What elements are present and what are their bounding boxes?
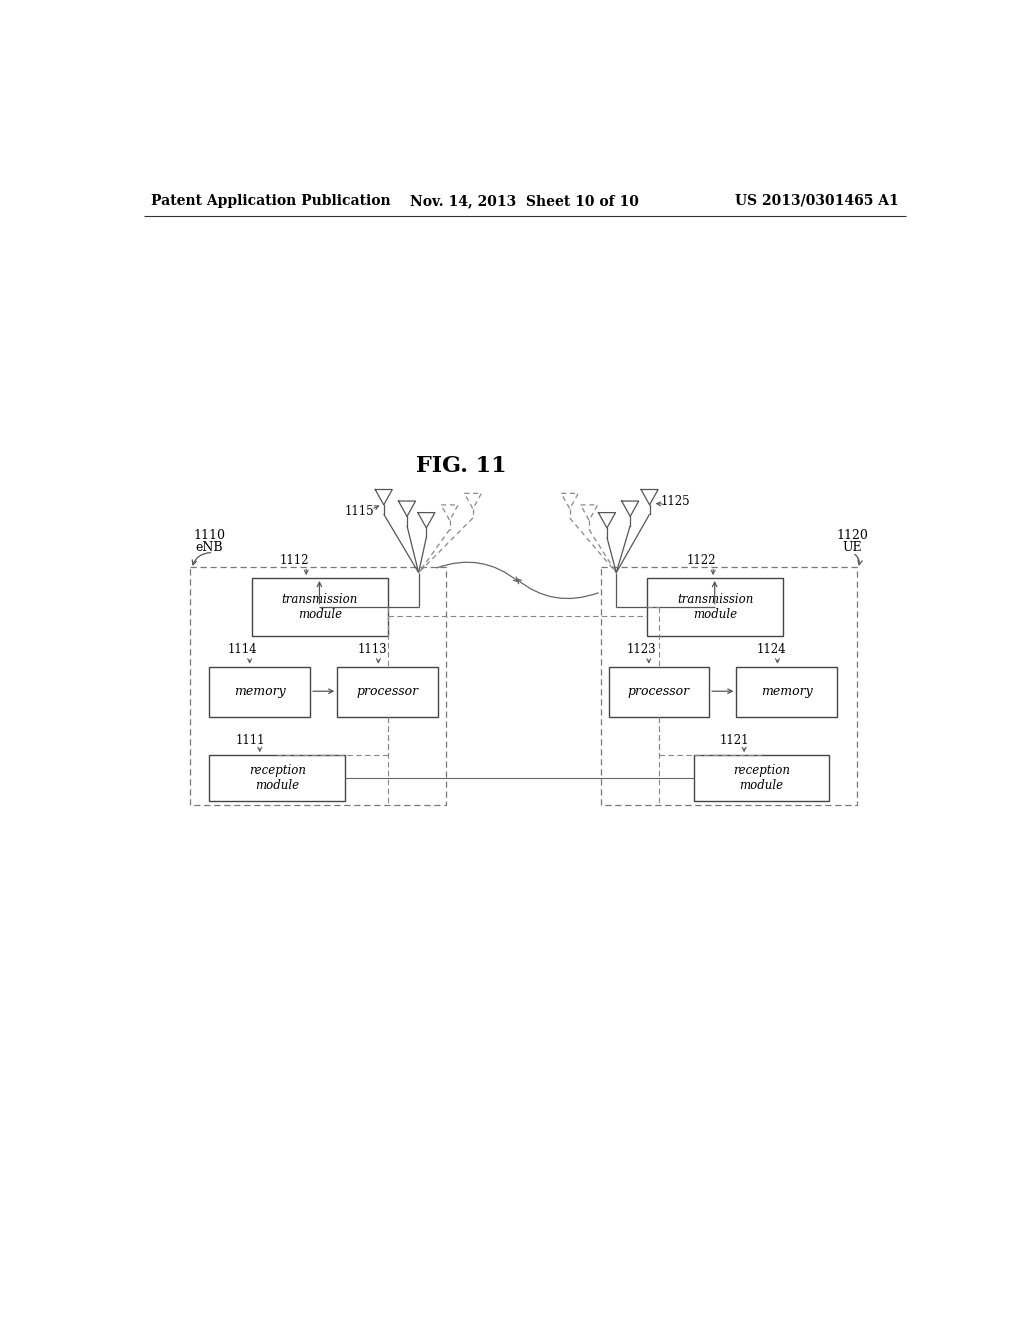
Text: US 2013/0301465 A1: US 2013/0301465 A1: [734, 194, 898, 207]
Text: eNB: eNB: [196, 541, 223, 554]
Text: 1123: 1123: [627, 643, 655, 656]
Text: processor: processor: [628, 685, 690, 698]
Text: 1113: 1113: [357, 643, 387, 656]
Bar: [647, 578, 783, 636]
Text: 1122: 1122: [687, 554, 716, 566]
Text: 1120: 1120: [837, 529, 868, 543]
Text: 1124: 1124: [757, 643, 786, 656]
Bar: [209, 667, 310, 717]
Text: UE: UE: [843, 541, 862, 554]
Text: memory: memory: [233, 685, 286, 698]
Text: transmission
module: transmission module: [282, 593, 358, 620]
Text: reception
module: reception module: [249, 764, 306, 792]
Text: transmission
module: transmission module: [677, 593, 754, 620]
Text: 1111: 1111: [236, 734, 265, 747]
Text: Nov. 14, 2013  Sheet 10 of 10: Nov. 14, 2013 Sheet 10 of 10: [411, 194, 639, 207]
Text: 1110: 1110: [194, 529, 225, 543]
Bar: [209, 755, 345, 801]
Bar: [736, 667, 838, 717]
Bar: [693, 755, 829, 801]
Text: memory: memory: [761, 685, 813, 698]
Text: 1112: 1112: [280, 554, 309, 566]
Bar: [608, 667, 710, 717]
Text: Patent Application Publication: Patent Application Publication: [152, 194, 391, 207]
Text: reception
module: reception module: [733, 764, 791, 792]
Text: processor: processor: [356, 685, 419, 698]
Bar: [252, 578, 388, 636]
Text: 1115: 1115: [344, 504, 374, 517]
Bar: [337, 667, 438, 717]
Text: 1114: 1114: [228, 643, 257, 656]
Bar: [601, 566, 856, 805]
Text: 1121: 1121: [720, 734, 750, 747]
Text: FIG. 11: FIG. 11: [416, 455, 507, 478]
Bar: [190, 566, 445, 805]
Text: 1125: 1125: [660, 495, 690, 508]
